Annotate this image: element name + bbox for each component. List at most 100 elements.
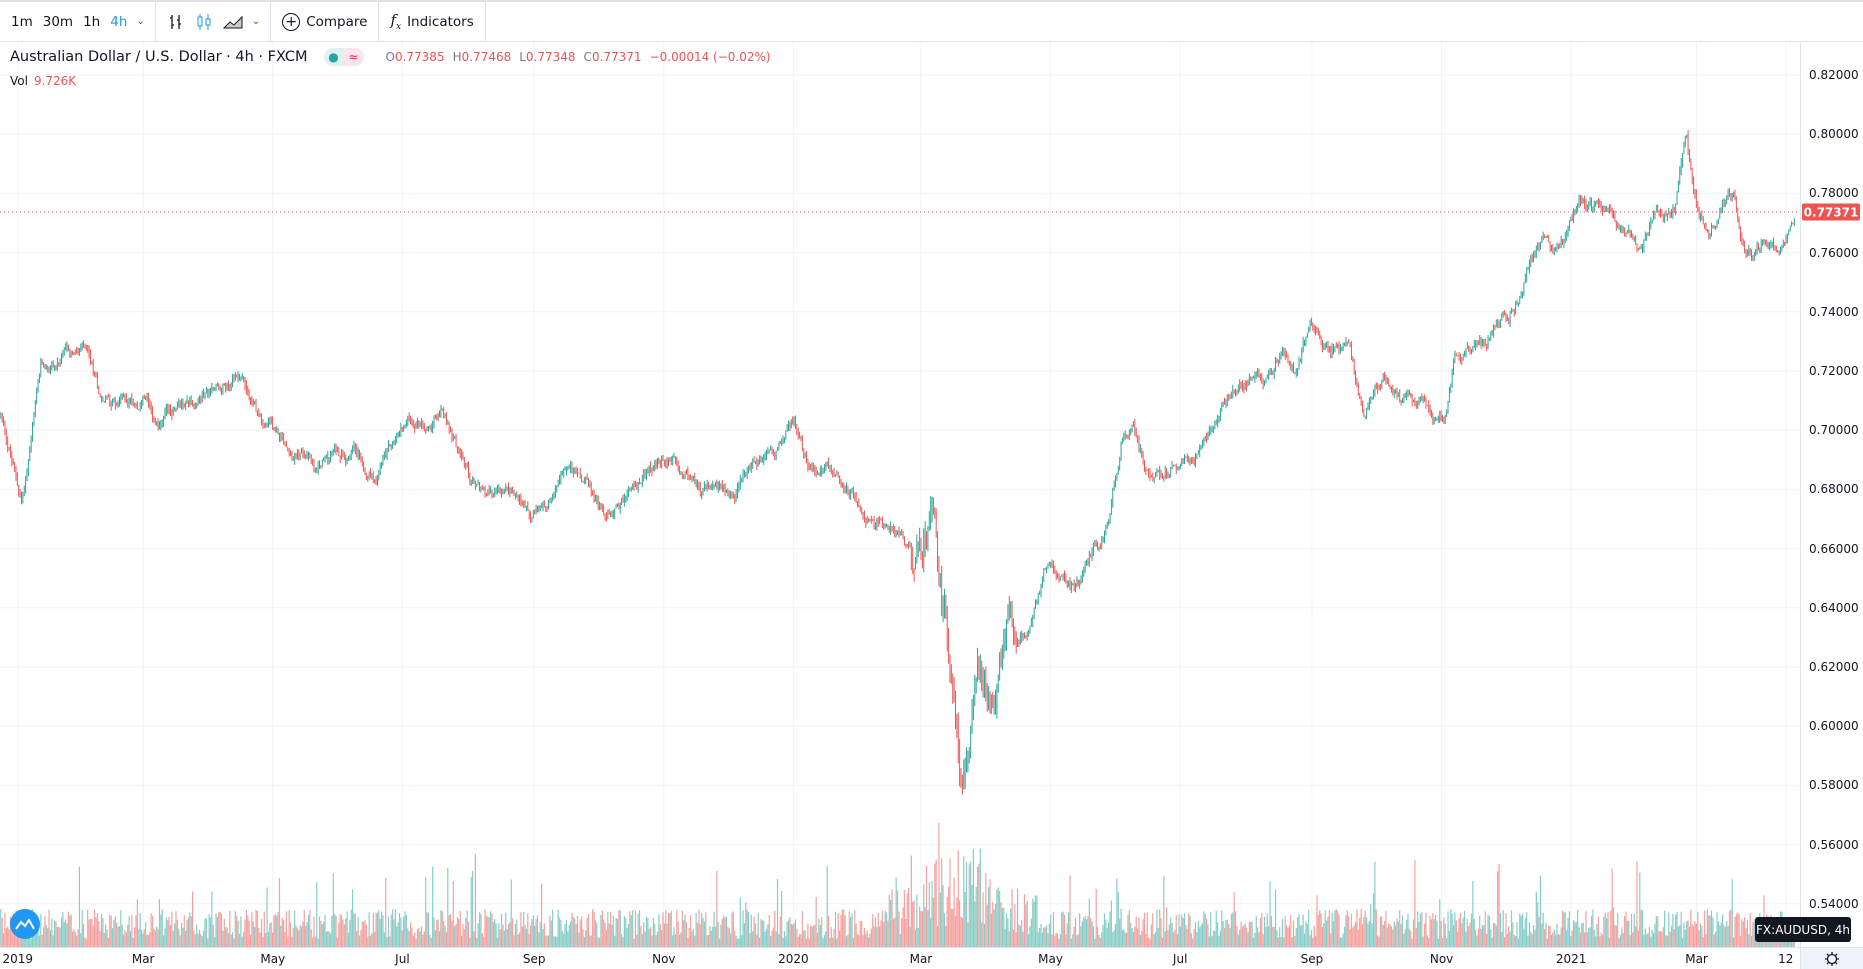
volume-bar — [1606, 918, 1608, 947]
volume-bar — [1697, 911, 1699, 947]
compare-button[interactable]: + Compare — [277, 12, 372, 31]
volume-bar — [397, 922, 399, 947]
interval-1h[interactable]: 1h — [83, 13, 101, 30]
volume-bar — [1188, 913, 1190, 947]
volume-bar — [1236, 926, 1238, 947]
candles-icon[interactable] — [190, 13, 218, 31]
volume-bar — [723, 915, 725, 947]
volume-bar — [1170, 917, 1172, 947]
volume-bar — [385, 877, 387, 947]
volume-bar — [238, 933, 241, 947]
volume-bar — [742, 910, 744, 947]
volume-bar — [1070, 938, 1072, 947]
volume-bar — [654, 924, 656, 947]
volume-bar — [1149, 938, 1151, 947]
volume-bar — [1357, 929, 1359, 947]
volume-bar — [334, 914, 336, 947]
volume-bar — [576, 915, 579, 947]
volume-bar — [881, 910, 883, 947]
volume-bar — [867, 937, 870, 947]
volume-bar — [518, 932, 521, 947]
volume-bar — [985, 872, 987, 947]
interval-4h[interactable]: 4h — [110, 13, 128, 30]
indicators-button[interactable]: fx Indicators — [385, 11, 478, 32]
volume-bar — [892, 919, 895, 947]
volume-bar — [445, 931, 448, 947]
volume-bar — [1103, 913, 1106, 947]
tradingview-logo[interactable] — [10, 909, 40, 939]
volume-bar — [1343, 926, 1346, 947]
chart-settings-button[interactable] — [1800, 947, 1863, 969]
volume-bar — [1501, 932, 1503, 947]
volume-bar — [965, 861, 968, 947]
market-status[interactable]: ● ≈ — [323, 48, 364, 66]
volume-bar — [529, 925, 532, 947]
volume-bar — [1072, 934, 1074, 947]
price-axis[interactable]: 0.82000 0.80000 0.78000 0.76000 0.74000 0.720… — [1800, 42, 1863, 947]
volume-bar — [1211, 935, 1213, 947]
volume-bar — [1476, 935, 1478, 947]
volume-bar — [745, 902, 747, 947]
volume-bar — [543, 923, 545, 947]
volume-bar — [999, 890, 1001, 947]
volume-bar — [520, 912, 522, 947]
volume-bar — [1201, 922, 1204, 947]
top-toolbar: 1m 30m 1h 4h ⌄ ⌄ + Compare fx Indicators — [0, 0, 1863, 42]
volume-bar — [1435, 914, 1437, 947]
volume-bar — [643, 922, 645, 947]
volume-bar — [601, 910, 603, 947]
volume-bar — [792, 924, 794, 947]
time-axis[interactable]: 2019 Mar May Jul Sep Nov 2020 Mar May Jul Sep Nov 20… — [0, 947, 1800, 969]
volume-bar — [474, 854, 476, 947]
volume-bar — [363, 921, 365, 947]
volume-bar — [1753, 919, 1755, 947]
interval-chevron-down-icon[interactable]: ⌄ — [136, 16, 145, 27]
volume-bar — [913, 900, 915, 947]
volume-bar — [1167, 930, 1169, 947]
volume-bar — [1441, 937, 1444, 947]
volume-bar — [885, 912, 888, 947]
volume-bar — [1447, 911, 1449, 947]
symbol-title[interactable]: Australian Dollar / U.S. Dollar · 4h · F… — [10, 49, 308, 65]
volume-bar — [981, 922, 983, 947]
volume-bar — [481, 933, 483, 947]
chart-type-chevron-down-icon[interactable]: ⌄ — [251, 16, 261, 27]
volume-bar — [1112, 931, 1114, 947]
volume-bar — [1229, 928, 1231, 947]
volume-bar — [382, 915, 384, 947]
volume-bar — [1061, 912, 1063, 947]
volume-bar — [947, 886, 950, 947]
volume-bar — [705, 912, 707, 947]
interval-1m[interactable]: 1m — [11, 13, 33, 30]
volume-bar — [371, 933, 373, 947]
volume-bar — [765, 928, 768, 947]
area-chart-icon[interactable] — [218, 13, 248, 31]
price-chart[interactable] — [0, 42, 1800, 947]
volume-bar — [1560, 927, 1562, 947]
volume-bar — [996, 889, 998, 947]
volume-bar — [992, 901, 994, 947]
volume-bar — [607, 911, 609, 947]
volume-bar — [1579, 932, 1582, 947]
volume-bar — [822, 938, 824, 947]
volume-bar — [1190, 933, 1193, 947]
volume-bar — [1248, 921, 1250, 947]
bars-icon[interactable] — [162, 13, 190, 31]
volume-bar — [1205, 918, 1208, 947]
volume-bar — [266, 887, 268, 947]
volume-bar — [354, 913, 356, 947]
volume-bar — [156, 926, 158, 947]
interval-30m[interactable]: 30m — [42, 13, 74, 30]
volume-bar — [414, 932, 416, 947]
volume-bar — [466, 910, 468, 947]
volume-bar — [823, 935, 826, 947]
volume-bar — [116, 922, 118, 947]
volume-bar — [803, 930, 805, 947]
volume-bar — [1327, 916, 1329, 947]
volume-bar — [1720, 922, 1722, 947]
volume-bar — [516, 919, 518, 947]
volume-bar — [753, 916, 755, 947]
volume-bar — [1230, 914, 1233, 947]
volume-bar — [364, 920, 366, 947]
volume-bar — [131, 915, 133, 947]
